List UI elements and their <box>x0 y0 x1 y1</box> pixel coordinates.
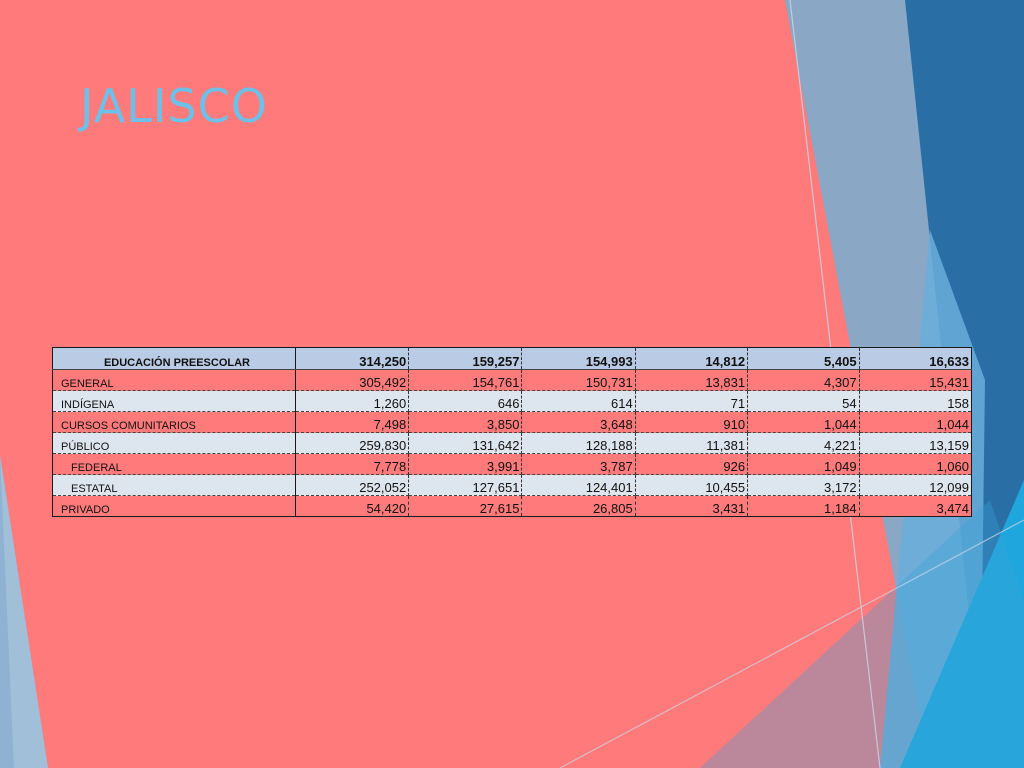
cell-value: 11,381 <box>635 432 749 454</box>
cell-value: 646 <box>408 390 523 412</box>
cell-value: 128,188 <box>521 432 636 454</box>
row-label: PÚBLICO <box>52 432 296 454</box>
row-label: CURSOS COMUNITARIOS <box>52 411 296 433</box>
table-row-cursos-comunitarios: CURSOS COMUNITARIOS 7,498 3,850 3,648 91… <box>52 411 972 433</box>
row-label: ESTATAL <box>52 474 296 496</box>
cell-value: 71 <box>635 390 749 412</box>
table-header-row: EDUCACIÓN PREESCOLAR 314,250 159,257 154… <box>52 347 972 370</box>
cell-value: 4,307 <box>747 369 860 391</box>
table-row-estatal: ESTATAL 252,052 127,651 124,401 10,455 3… <box>52 474 972 496</box>
cell-value: 12,099 <box>859 474 972 496</box>
table-row-indigena: INDÍGENA 1,260 646 614 71 54 158 <box>52 390 972 412</box>
cell-value: 3,474 <box>859 495 972 517</box>
cell-value: 158 <box>859 390 972 412</box>
cell-value: 7,498 <box>295 411 410 433</box>
cell-value: 10,455 <box>635 474 749 496</box>
cell-value: 13,159 <box>859 432 972 454</box>
header-value: 14,812 <box>635 347 749 370</box>
header-value: 159,257 <box>408 347 523 370</box>
cell-value: 7,778 <box>295 453 410 475</box>
cell-value: 27,615 <box>408 495 523 517</box>
enrollment-table: EDUCACIÓN PREESCOLAR 314,250 159,257 154… <box>52 347 972 517</box>
cell-value: 4,221 <box>747 432 860 454</box>
table-row-publico: PÚBLICO 259,830 131,642 128,188 11,381 4… <box>52 432 972 454</box>
cell-value: 26,805 <box>521 495 636 517</box>
cell-value: 13,831 <box>635 369 749 391</box>
row-label: INDÍGENA <box>52 390 296 412</box>
cell-value: 150,731 <box>521 369 636 391</box>
table-row-privado: PRIVADO 54,420 27,615 26,805 3,431 1,184… <box>52 495 972 517</box>
cell-value: 3,991 <box>408 453 523 475</box>
cell-value: 1,184 <box>747 495 860 517</box>
header-value: 5,405 <box>747 347 860 370</box>
cell-value: 1,044 <box>747 411 860 433</box>
cell-value: 3,431 <box>635 495 749 517</box>
table-row-federal: FEDERAL 7,778 3,991 3,787 926 1,049 1,06… <box>52 453 972 475</box>
cell-value: 1,260 <box>295 390 410 412</box>
cell-value: 1,049 <box>747 453 860 475</box>
table-row-general: GENERAL 305,492 154,761 150,731 13,831 4… <box>52 369 972 391</box>
cell-value: 127,651 <box>408 474 523 496</box>
cell-value: 1,044 <box>859 411 972 433</box>
header-value: 16,633 <box>859 347 972 370</box>
cell-value: 3,172 <box>747 474 860 496</box>
cell-value: 3,850 <box>408 411 523 433</box>
cell-value: 54 <box>747 390 860 412</box>
cell-value: 124,401 <box>521 474 636 496</box>
cell-value: 252,052 <box>295 474 410 496</box>
cell-value: 305,492 <box>295 369 410 391</box>
cell-value: 3,787 <box>521 453 636 475</box>
row-label: FEDERAL <box>52 453 296 475</box>
header-value: 154,993 <box>521 347 636 370</box>
header-label: EDUCACIÓN PREESCOLAR <box>52 347 296 370</box>
cell-value: 910 <box>635 411 749 433</box>
cell-value: 259,830 <box>295 432 410 454</box>
row-label: PRIVADO <box>52 495 296 517</box>
cell-value: 131,642 <box>408 432 523 454</box>
cell-value: 54,420 <box>295 495 410 517</box>
slide-title: JALISCO <box>80 79 268 133</box>
row-label: GENERAL <box>52 369 296 391</box>
cell-value: 15,431 <box>859 369 972 391</box>
cell-value: 926 <box>635 453 749 475</box>
cell-value: 1,060 <box>859 453 972 475</box>
cell-value: 3,648 <box>521 411 636 433</box>
cell-value: 614 <box>521 390 636 412</box>
bottom-right-cyan-shape <box>900 480 1024 768</box>
cell-value: 154,761 <box>408 369 523 391</box>
header-value: 314,250 <box>295 347 410 370</box>
